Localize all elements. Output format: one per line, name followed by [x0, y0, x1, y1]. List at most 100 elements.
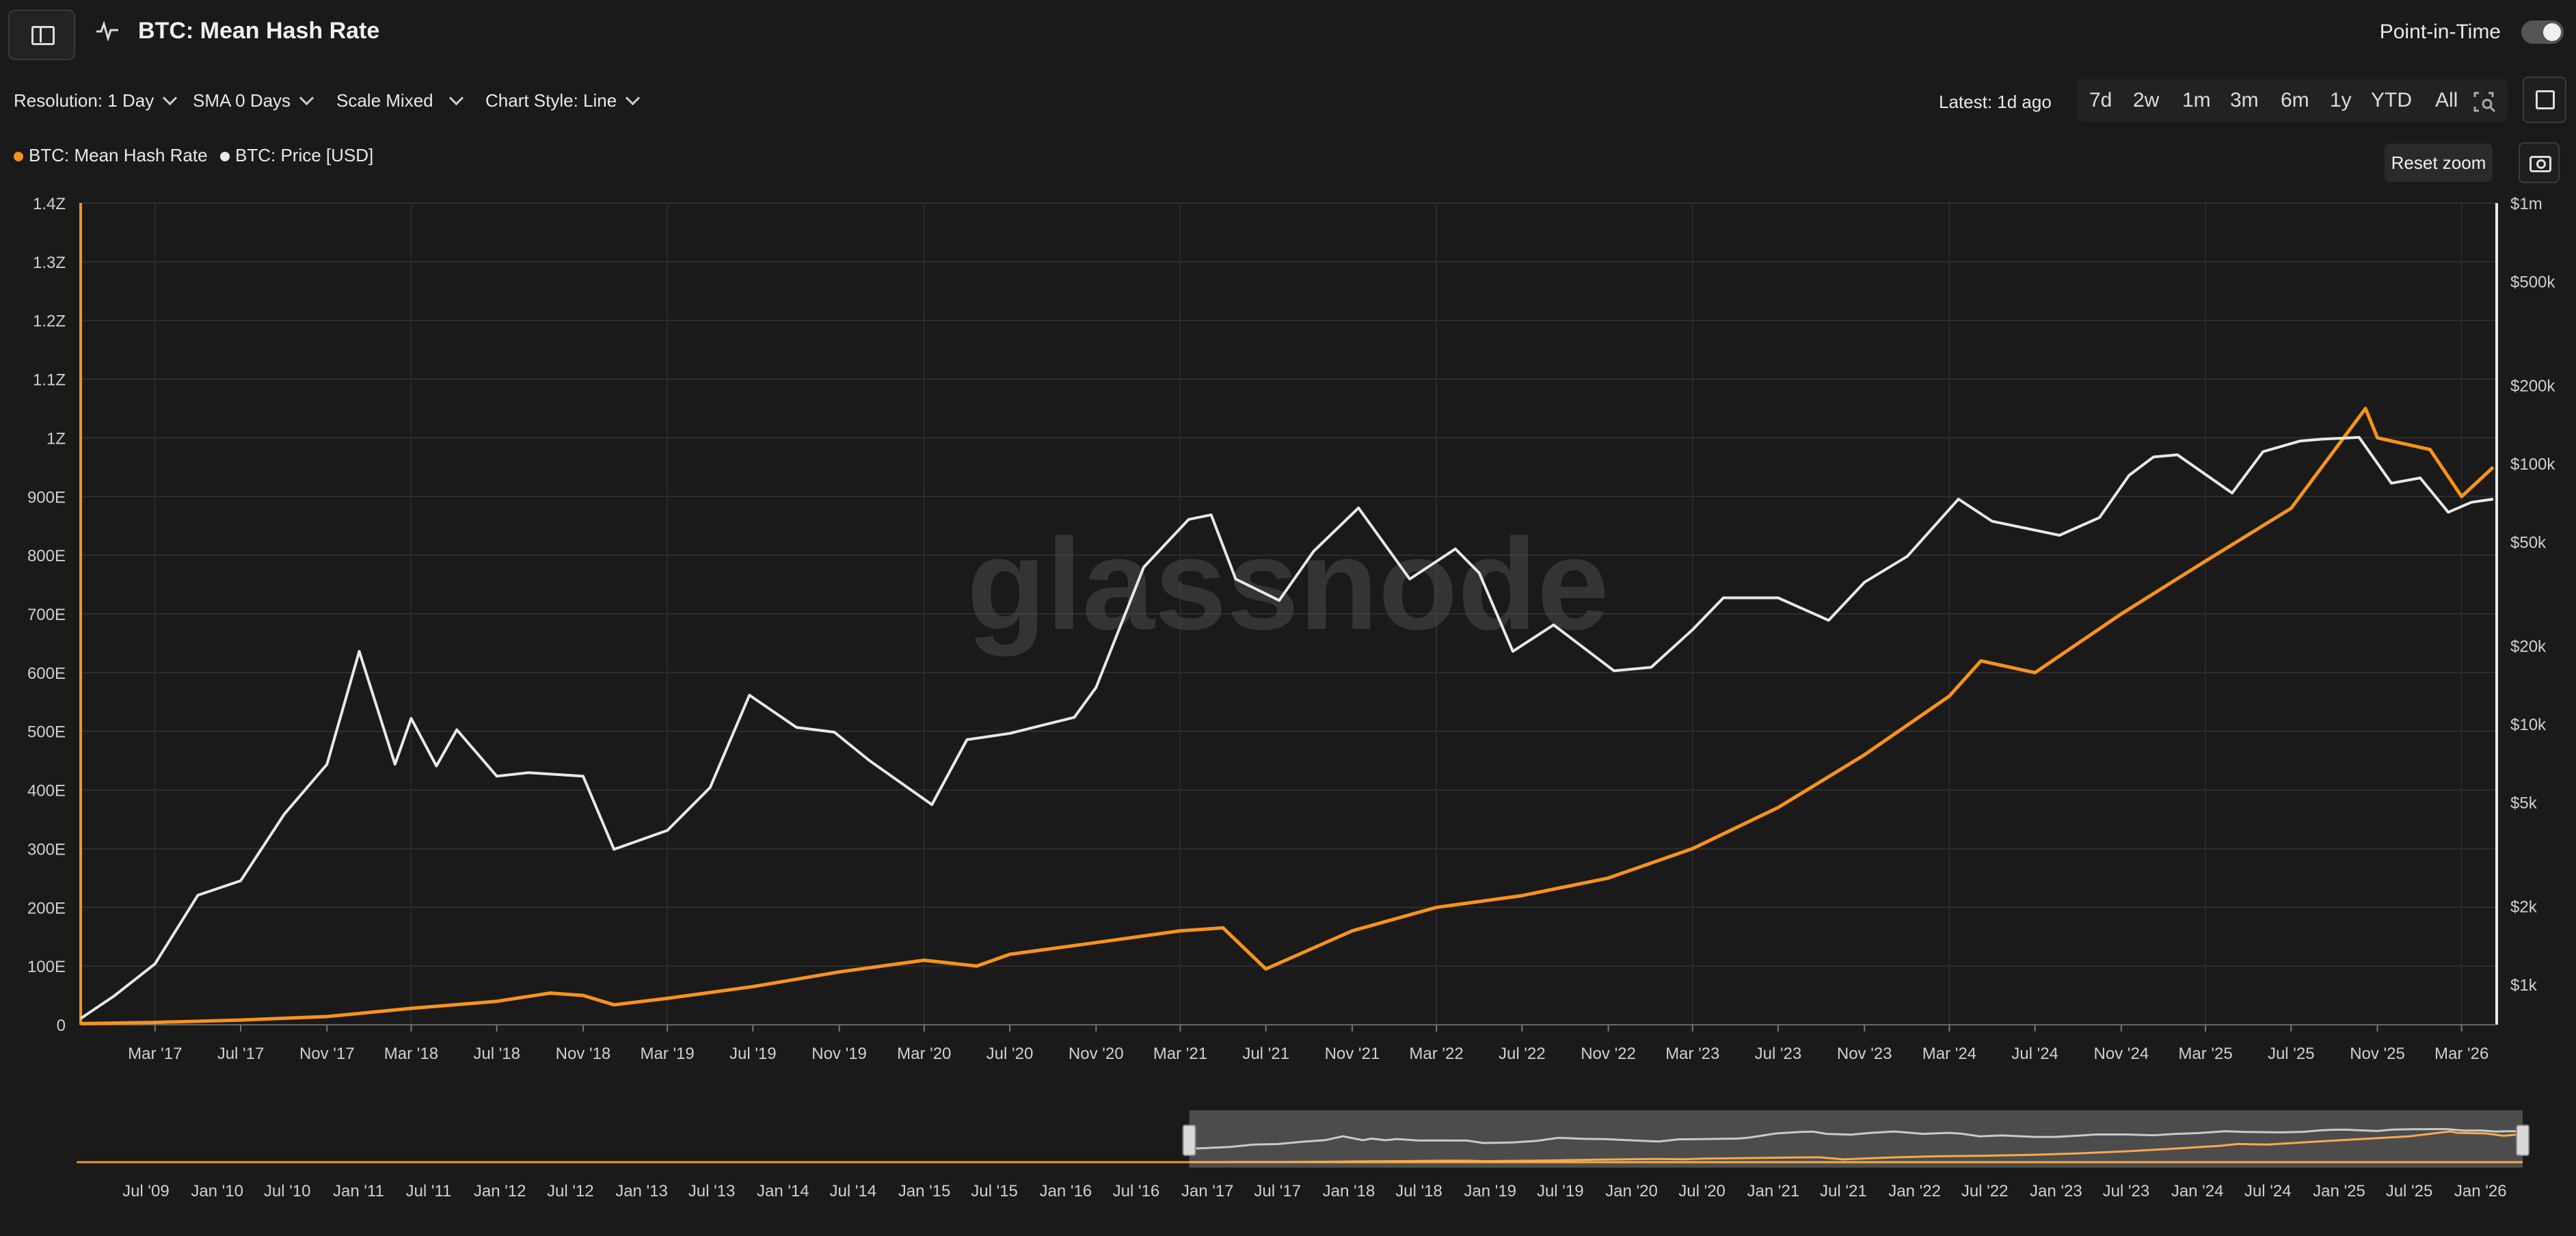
legend-dot-price — [220, 152, 230, 161]
navigator-hash-rate-line — [1189, 1130, 2521, 1164]
x-tick-label: Nov '20 — [1069, 1045, 1124, 1063]
sidebar-toggle-button[interactable] — [8, 10, 75, 60]
left-tick-label: 1Z — [46, 429, 66, 448]
sma-dropdown[interactable]: SMA 0 Days — [193, 90, 314, 111]
navigator-tick-label: Jan '21 — [1747, 1182, 1800, 1200]
left-tick-label: 800E — [27, 547, 66, 565]
chevron-down-icon — [299, 90, 314, 106]
navigator-tick-label: Jul '09 — [122, 1182, 170, 1200]
left-tick-label: 300E — [27, 840, 66, 859]
legend-dot-hash-rate — [14, 152, 23, 161]
left-tick-label: 1.3Z — [33, 254, 66, 272]
left-tick-label: 600E — [27, 664, 66, 683]
x-tick-label: Nov '19 — [811, 1045, 867, 1063]
x-tick-label: Mar '19 — [640, 1045, 694, 1063]
main-chart[interactable]: glassnode 0 100E 200E 300E 400E 500E 600E 700E 8… — [0, 191, 2576, 1080]
navigator-left-handle[interactable] — [1182, 1125, 1196, 1156]
range-3m-button[interactable]: 3m — [2230, 89, 2259, 111]
calendar-icon[interactable] — [2523, 77, 2566, 123]
page-title: BTC: Mean Hash Rate — [138, 18, 380, 44]
point-in-time-toggle[interactable] — [2521, 21, 2564, 44]
navigator-tick-label: Jul '16 — [1113, 1182, 1160, 1200]
range-6m-button[interactable]: 6m — [2281, 89, 2309, 111]
range-1y-button[interactable]: 1y — [2330, 89, 2352, 111]
x-tick-label: Jul '18 — [473, 1045, 520, 1063]
x-tick-label: Mar '26 — [2434, 1045, 2488, 1063]
sma-label: SMA 0 Days — [193, 90, 291, 111]
navigator-tick-label: Jan '22 — [1888, 1182, 1941, 1200]
left-tick-label: 200E — [27, 899, 66, 917]
navigator-tick-label: Jan '13 — [615, 1182, 668, 1200]
x-tick-label: Mar '24 — [1922, 1045, 1976, 1063]
reset-zoom-button[interactable]: Reset zoom — [2385, 144, 2493, 182]
navigator-tick-label: Jul '24 — [2244, 1182, 2292, 1200]
range-1m-button[interactable]: 1m — [2182, 89, 2211, 111]
time-range-selector: 7d 2w 1m 3m 6m 1y YTD All — [2077, 79, 2508, 122]
price-line — [79, 435, 2494, 1020]
navigator-tick-label: Jan '15 — [898, 1182, 951, 1200]
x-tick-label: Mar '18 — [384, 1045, 438, 1063]
chart-style-dropdown[interactable]: Chart Style: Line — [485, 90, 641, 111]
zoom-select-icon[interactable] — [2473, 92, 2497, 112]
legend-item-hash-rate[interactable]: BTC: Mean Hash Rate — [14, 145, 208, 166]
navigator-tick-label: Jan '18 — [1323, 1182, 1376, 1200]
right-tick-label: $100k — [2510, 455, 2555, 474]
left-tick-label: 900E — [27, 488, 66, 507]
resolution-label: Resolution: 1 Day — [14, 90, 155, 111]
x-tick-label: Jul '20 — [987, 1045, 1034, 1063]
right-tick-label: $1m — [2510, 195, 2543, 213]
navigator-tick-label: Jul '13 — [688, 1182, 736, 1200]
navigator-tick-label: Jan '25 — [2313, 1182, 2365, 1200]
navigator-tick-label: Jan '10 — [191, 1182, 243, 1200]
left-tick-label: 100E — [27, 958, 66, 976]
right-tick-label: $2k — [2510, 898, 2538, 916]
navigator-tick-label: Jan '19 — [1464, 1182, 1516, 1200]
navigator-tick-label: Jan '11 — [333, 1182, 384, 1200]
navigator-tick-label: Jul '15 — [971, 1182, 1018, 1200]
range-2w-button[interactable]: 2w — [2133, 89, 2160, 111]
left-tick-label: 1.1Z — [33, 371, 66, 390]
x-tick-label: Mar '23 — [1665, 1045, 1719, 1063]
right-tick-label: $500k — [2510, 273, 2555, 292]
navigator-tick-label: Jan '14 — [757, 1182, 809, 1200]
navigator-right-handle[interactable] — [2516, 1125, 2530, 1156]
x-tick-label: Jul '25 — [2268, 1045, 2315, 1063]
left-tick-label: 400E — [27, 782, 66, 801]
navigator-price-line — [1189, 1128, 2521, 1150]
top-bar: BTC: Mean Hash Rate Point-in-Time — [0, 0, 2576, 68]
right-tick-label: $200k — [2510, 377, 2555, 395]
x-tick-label: Jul '19 — [729, 1045, 777, 1063]
chart-style-label: Chart Style: Line — [485, 90, 617, 111]
scale-label: Scale Mixed — [336, 90, 433, 111]
left-tick-label: 1.2Z — [33, 312, 66, 331]
camera-icon[interactable] — [2519, 142, 2560, 183]
right-tick-label: $1k — [2510, 976, 2538, 995]
navigator-tick-label: Jul '21 — [1820, 1182, 1867, 1200]
x-tick-label: Mar '21 — [1153, 1045, 1207, 1063]
x-tick-label: Nov '17 — [299, 1045, 355, 1063]
scale-dropdown[interactable]: Scale Mixed — [336, 90, 464, 111]
right-tick-label: $20k — [2510, 637, 2547, 656]
range-7d-button[interactable]: 7d — [2089, 89, 2112, 111]
navigator-tick-label: Jan '17 — [1181, 1182, 1234, 1200]
left-tick-label: 0 — [57, 1017, 66, 1035]
chart-grid — [81, 202, 2497, 1025]
navigator-chart[interactable]: Jul '09 Jan '10 Jul '10 Jan '11 Jul '11 Jan '… — [0, 1094, 2576, 1217]
series-layer — [79, 407, 2495, 1025]
x-tick-label: Mar '22 — [1409, 1045, 1463, 1063]
legend-item-price[interactable]: BTC: Price [USD] — [220, 145, 373, 166]
navigator-tick-label: Jul '12 — [547, 1182, 594, 1200]
x-tick-label: Nov '24 — [2094, 1045, 2149, 1063]
right-y-axis: $1k $2k $5k $10k $20k $50k $100k $200k $500k $1m — [2495, 195, 2555, 1025]
navigator-tick-label: Jul '18 — [1395, 1182, 1443, 1200]
range-ytd-button[interactable]: YTD — [2371, 89, 2412, 111]
navigator-tick-label: Jan '20 — [1605, 1182, 1658, 1200]
navigator-tick-label: Jul '22 — [1961, 1182, 2009, 1200]
navigator-tick-label: Jul '17 — [1254, 1182, 1301, 1200]
x-tick-label: Nov '25 — [2350, 1045, 2405, 1063]
resolution-dropdown[interactable]: Resolution: 1 Day — [14, 90, 178, 111]
navigator-tick-label: Jul '10 — [264, 1182, 311, 1200]
navigator-layer — [77, 1110, 2530, 1168]
right-tick-label: $5k — [2510, 794, 2538, 813]
range-all-button[interactable]: All — [2435, 89, 2458, 111]
